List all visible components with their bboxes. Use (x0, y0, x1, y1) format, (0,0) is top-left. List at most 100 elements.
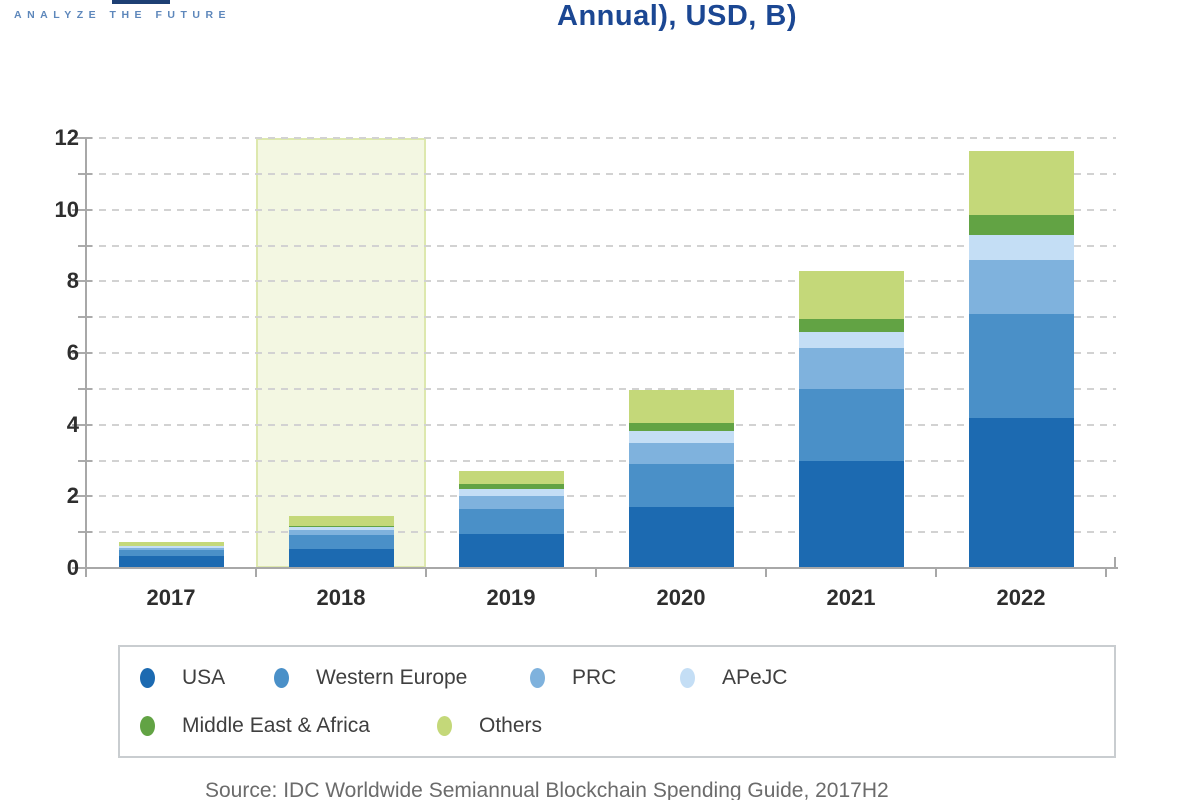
y-axis-label-10: 10 (54, 196, 79, 222)
x-tick-2 (425, 568, 427, 577)
idc-logo-partial (112, 0, 170, 4)
x-axis-label-2021: 2021 (826, 585, 876, 610)
y-tick-12 (72, 137, 92, 139)
bar-segment-2021-middle-east-africa (798, 319, 904, 332)
legend-item-prc: PRC (530, 666, 616, 690)
legend-item-western-europe: Western Europe (274, 666, 467, 690)
x-tick-1 (255, 568, 257, 577)
bar-chart-plot-area: 0 2 4 6 8 10 12 2017 2018 2019 2020 2021 2022 (55, 125, 1118, 610)
bar-segment-2018-middle-east-africa (288, 525, 394, 527)
bar-segment-2019-western-europe (458, 508, 564, 534)
x-axis-label-2017: 2017 (146, 585, 196, 610)
y-axis-label-4: 4 (66, 411, 79, 437)
y-axis-label-12: 12 (54, 125, 79, 150)
bar-segment-2020-western-europe (628, 464, 734, 508)
bar-segment-2020-middle-east-africa (628, 422, 734, 431)
gridline-y1 (86, 531, 1116, 534)
bar-segment-2020-apejc (628, 430, 734, 443)
x-axis-line (85, 567, 1118, 569)
legend-label: PRC (572, 666, 617, 689)
bar-segment-2019-prc (458, 496, 564, 509)
gridline-y8 (86, 280, 1116, 283)
legend-item-middle-east-africa: Middle East & Africa (140, 714, 370, 738)
bar-segment-2020-prc (628, 442, 734, 465)
bar-segment-2019-middle-east-africa (458, 483, 564, 490)
x-tick-6 (1105, 568, 1107, 577)
gridline-y11 (86, 172, 1116, 175)
bar-segment-2022-others (968, 150, 1074, 216)
y-tick-4 (72, 423, 92, 426)
chart-title: Annual), USD, B) (557, 0, 797, 32)
x-tick-4 (765, 568, 767, 577)
bar-segment-2019-others (458, 470, 564, 484)
bar-segment-2022-middle-east-africa (968, 215, 1074, 235)
bar-segment-2022-prc (968, 259, 1074, 314)
bar-segment-2022-apejc (968, 234, 1074, 260)
x-axis-end-tick (1114, 557, 1116, 568)
bar-segment-2017-prc (118, 548, 224, 551)
legend: USA Western Europe PRC APeJC Middle East & A… (118, 645, 1116, 758)
gridline-y12 (86, 137, 1116, 139)
bar-segment-2021-western-europe (798, 388, 904, 461)
bar-segment-2021-apejc (798, 331, 904, 348)
legend-label: Middle East & Africa (182, 714, 370, 737)
bar-segment-2021-others (798, 270, 904, 320)
gridline-y4 (86, 423, 1116, 426)
gridline-y7 (86, 316, 1116, 319)
bar-segment-2017-apejc (118, 546, 224, 549)
y-axis-line (85, 138, 87, 569)
stacked-bar-2017 (118, 542, 224, 568)
y-axis-label-2: 2 (66, 483, 79, 509)
legend-marker-icon (680, 668, 695, 688)
legend-marker-icon (437, 716, 452, 736)
gridline-y3 (86, 459, 1116, 462)
gridline-y5 (86, 387, 1116, 390)
y-axis-label-0: 0 (66, 555, 79, 580)
stacked-bar-2020 (628, 390, 734, 568)
bar-segment-2022-usa (968, 417, 1074, 568)
y-axis-label-8: 8 (66, 268, 79, 294)
legend-marker-icon (274, 668, 289, 688)
bar-segment-2018-prc (288, 530, 394, 536)
stacked-bar-2018 (288, 516, 394, 568)
legend-label: USA (182, 666, 226, 689)
bar-segment-2019-usa (458, 534, 564, 568)
legend-item-others: Others (437, 714, 542, 738)
bar-segment-2017-middle-east-africa (118, 545, 224, 547)
y-tick-10 (72, 208, 92, 211)
stacked-bar-2022 (968, 150, 1074, 568)
bar-segment-2018-western-europe (288, 535, 394, 550)
bar-segment-2022-western-europe (968, 313, 1074, 418)
bar-segment-2020-others (628, 390, 734, 423)
source-note: Source: IDC Worldwide Semiannual Blockch… (205, 779, 889, 800)
legend-label: APeJC (722, 666, 788, 689)
gridline-y10 (86, 208, 1116, 211)
idc-logo-tagline: ANALYZE THE FUTURE (14, 9, 232, 21)
bar-segment-2018-usa (288, 549, 394, 568)
x-tick-5 (935, 568, 937, 577)
x-tick-0 (85, 568, 87, 577)
bar-segment-2020-usa (628, 507, 734, 568)
legend-item-apejc: APeJC (680, 666, 787, 690)
bar-segment-2018-others (288, 516, 394, 526)
y-tick-8 (72, 280, 92, 283)
bar-segment-2019-apejc (458, 489, 564, 497)
x-tick-3 (595, 568, 597, 577)
gridline-y9 (86, 244, 1116, 247)
bar-segment-2021-prc (798, 347, 904, 389)
y-tick-0 (72, 567, 92, 569)
x-axis-label-2022: 2022 (996, 585, 1046, 610)
x-axis-label-2020: 2020 (656, 585, 706, 610)
gridline-y6 (86, 352, 1116, 354)
legend-label: Western Europe (316, 666, 468, 689)
bar-segment-2021-usa (798, 460, 904, 568)
y-tick-2 (72, 495, 92, 498)
legend-label: Others (479, 714, 543, 737)
legend-marker-icon (140, 668, 155, 688)
gridline-y2 (86, 495, 1116, 498)
y-axis-label-6: 6 (66, 340, 79, 365)
bar-segment-2017-others (118, 542, 224, 546)
stacked-bar-2019 (458, 470, 564, 568)
bar-segment-2017-western-europe (118, 550, 224, 556)
